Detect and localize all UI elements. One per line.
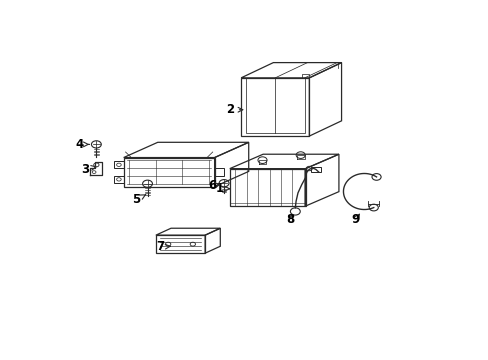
Text: 2: 2 <box>225 103 243 116</box>
Text: 6: 6 <box>207 179 220 193</box>
Text: 8: 8 <box>285 213 294 226</box>
Text: 5: 5 <box>132 193 145 206</box>
Text: 4: 4 <box>75 138 89 151</box>
Text: 9: 9 <box>351 213 359 226</box>
Text: 3: 3 <box>81 163 96 176</box>
Text: 1: 1 <box>215 182 229 195</box>
Text: 7: 7 <box>156 240 170 253</box>
